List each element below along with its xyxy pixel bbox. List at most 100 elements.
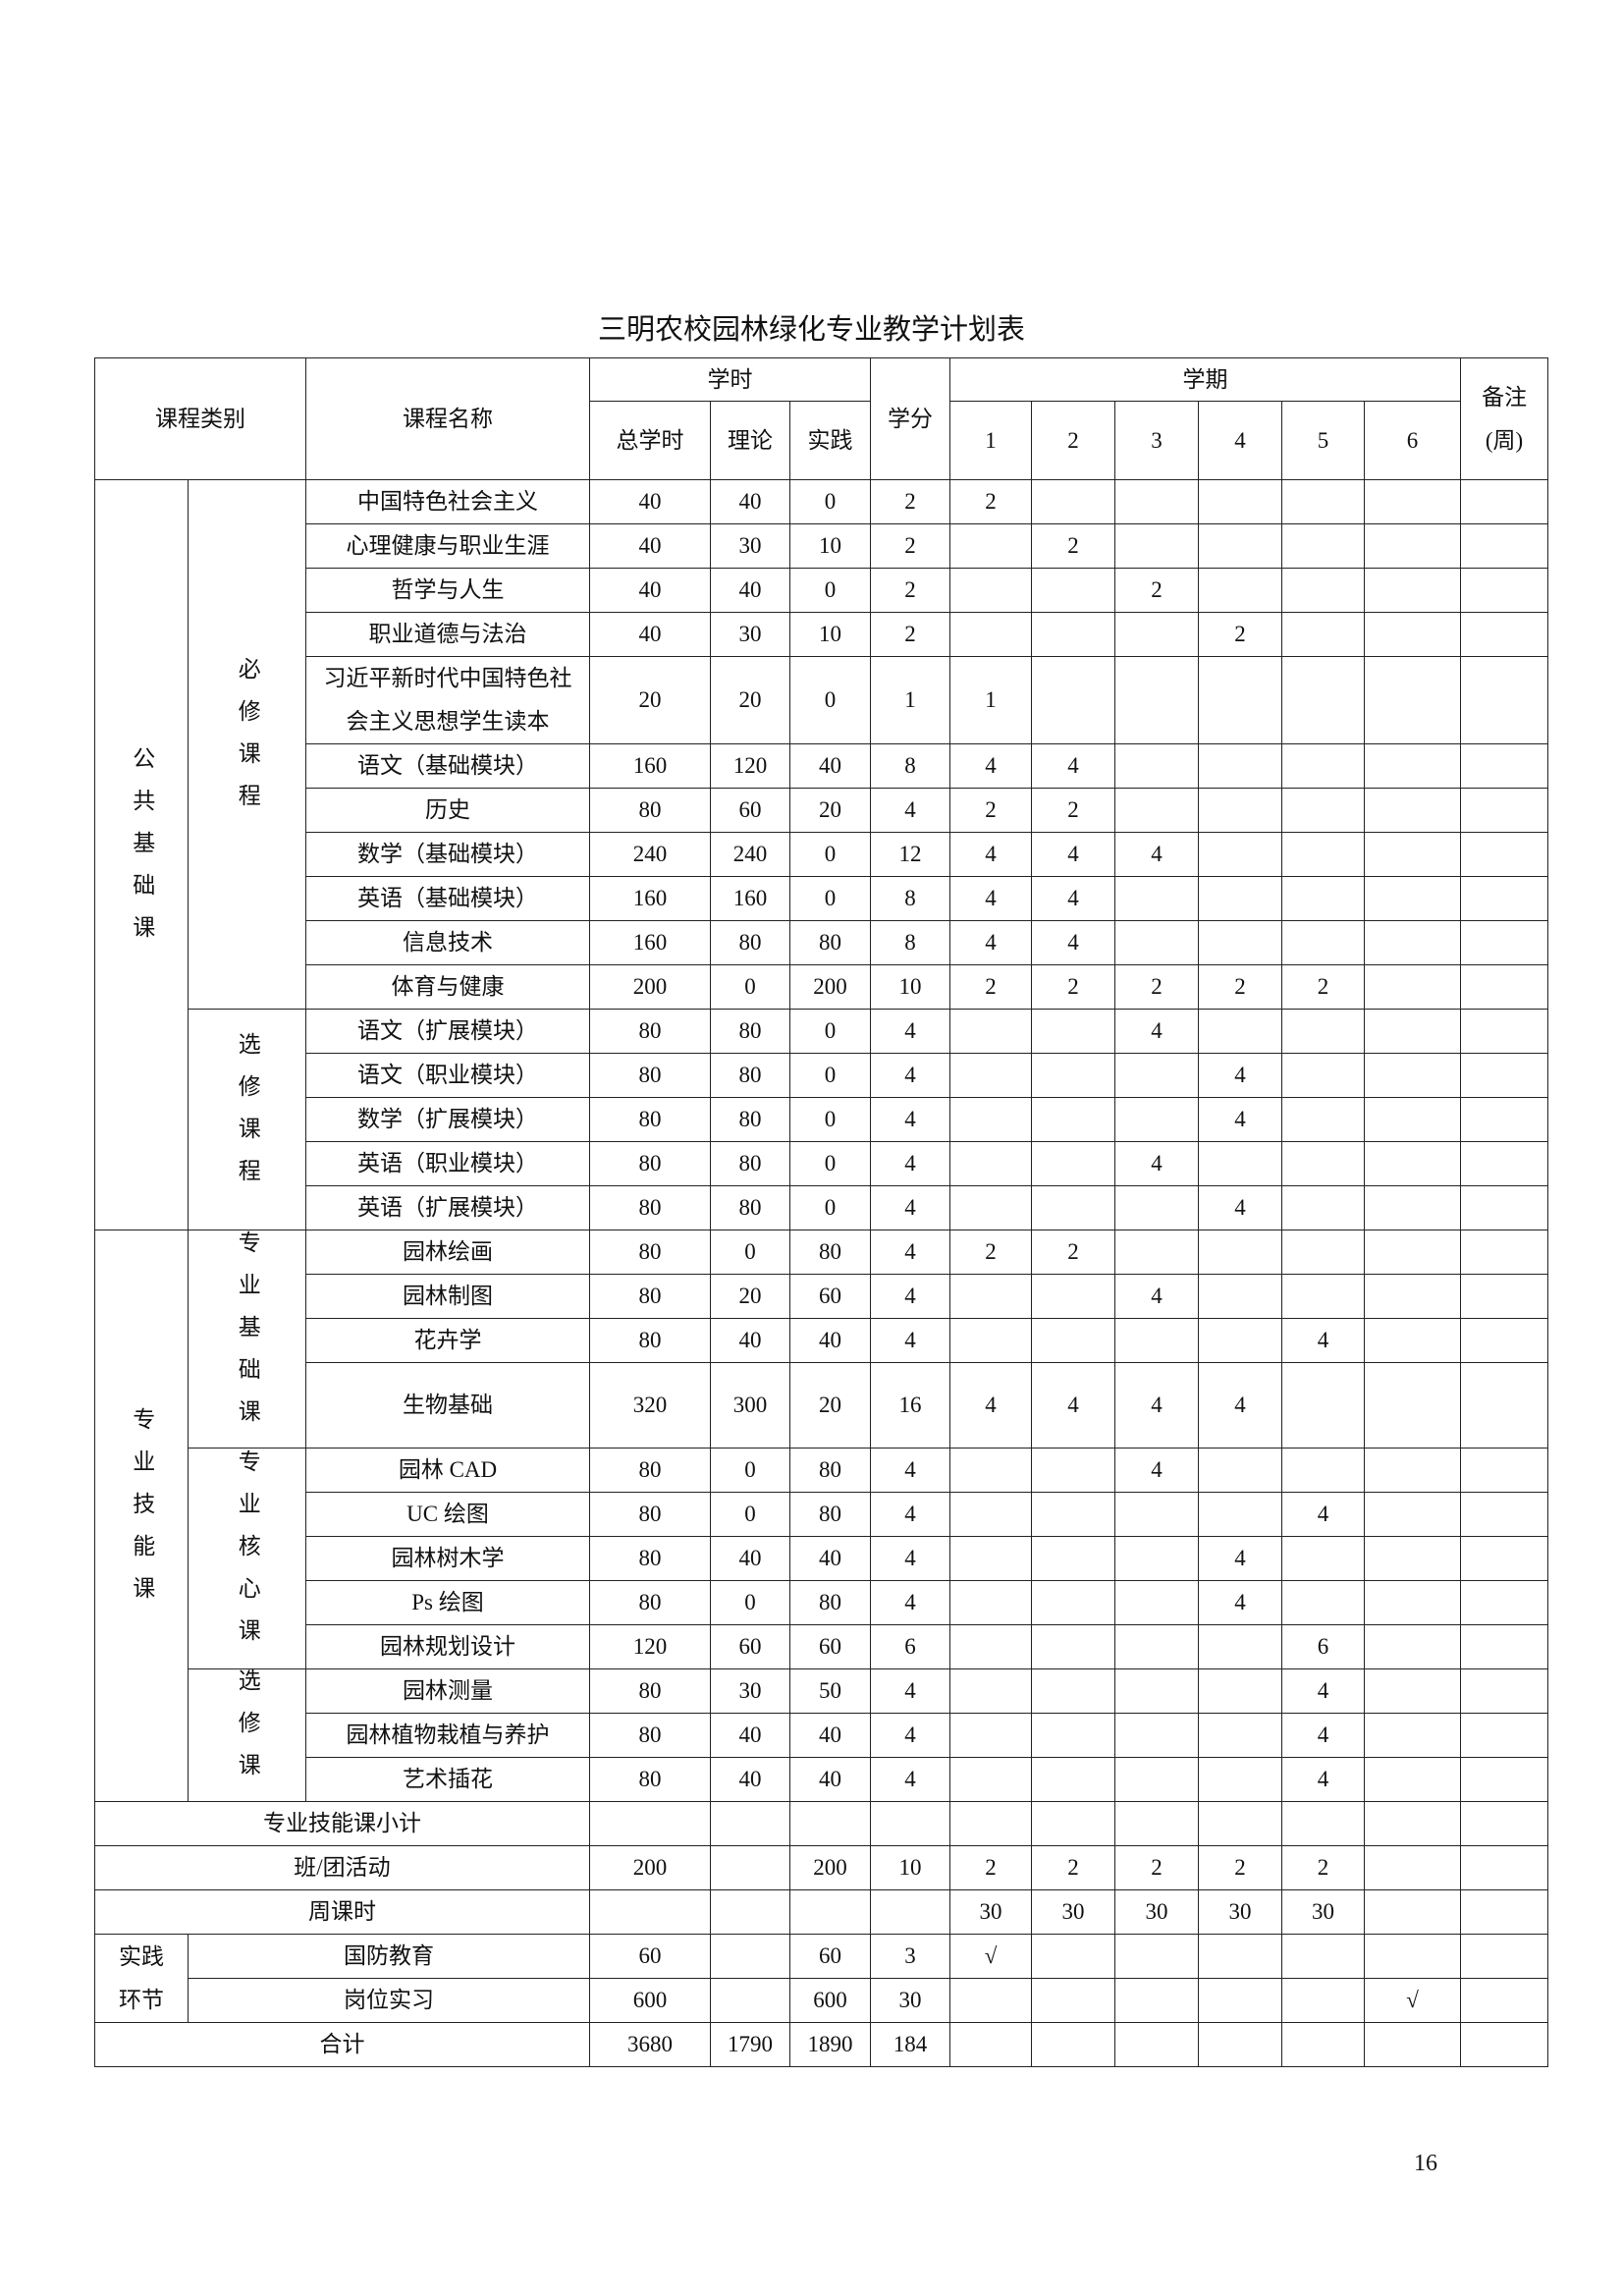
semester-6-hours <box>1364 1492 1462 1537</box>
theory-hours <box>710 1978 790 2023</box>
course-name: 语文（基础模块） <box>305 743 590 789</box>
semester-5-hours <box>1281 876 1366 921</box>
total-hours: 80 <box>589 1053 711 1098</box>
total-hours: 160 <box>589 876 711 921</box>
credits: 4 <box>870 1580 951 1625</box>
credits: 30 <box>870 1978 951 2023</box>
semester-2-hours: 4 <box>1031 1362 1116 1449</box>
table-row: 数学（扩展模块） 80 80 0 4 4 <box>95 1097 1549 1142</box>
credits: 10 <box>870 1845 951 1890</box>
semester-4-hours <box>1198 1230 1283 1275</box>
semester-2-hours <box>1031 1580 1116 1625</box>
semester-1-hours <box>949 612 1033 657</box>
semester-1-hours <box>949 1713 1033 1758</box>
table-row: 园林制图 80 20 60 4 4 <box>95 1274 1549 1319</box>
semester-6-hours <box>1364 612 1462 657</box>
semester-5-hours <box>1281 523 1366 569</box>
table-row: 语文（基础模块） 160 120 40 8 4 4 <box>95 743 1549 789</box>
semester-3-hours <box>1114 1318 1200 1363</box>
semester-1-hours <box>949 1448 1033 1493</box>
semester-1-hours <box>949 1757 1033 1802</box>
semester-5-hours <box>1281 1141 1366 1186</box>
course-name: 心理健康与职业生涯 <box>305 523 590 569</box>
note <box>1460 1230 1549 1275</box>
semester-2-hours <box>1031 568 1116 613</box>
theory-hours: 300 <box>710 1362 790 1449</box>
section-label-text: 公共基础课 <box>129 745 154 957</box>
semester-6-hours <box>1364 743 1462 789</box>
credits: 4 <box>870 788 951 833</box>
total-hours: 80 <box>589 1141 711 1186</box>
table-row: 信息技术 160 80 80 8 4 4 <box>95 920 1549 965</box>
course-name-text: 习近平新时代中国特色社会主义思想学生读本 <box>323 666 572 734</box>
practice-hours: 60 <box>788 1934 872 1979</box>
practice-hours: 0 <box>788 832 872 877</box>
practice-row: 实践环节 国防教育 60 60 3 √ <box>94 1934 1549 2023</box>
header-semester-3: 3 <box>1114 401 1200 480</box>
semester-2-hours <box>1031 612 1116 657</box>
semester-1-hours <box>949 1318 1033 1363</box>
semester-6-hours <box>1364 1362 1462 1449</box>
note <box>1460 1757 1549 1802</box>
semester-5-hours <box>1281 1362 1366 1449</box>
semester-6-hours <box>1364 876 1462 921</box>
total-hours: 80 <box>589 1448 711 1493</box>
practice-hours <box>788 1889 872 1935</box>
semester-6-hours <box>1364 1318 1462 1363</box>
practice-hours <box>788 1801 872 1846</box>
note <box>1460 1141 1549 1186</box>
semester-5-hours <box>1281 656 1366 744</box>
course-name: 园林制图 <box>305 1274 590 1319</box>
group-label-text: 选修课 <box>235 1668 260 1796</box>
semester-5-hours <box>1281 612 1366 657</box>
table-row: 专业技能课 专业基础课 园林绘画 80 0 80 4 2 2 <box>94 1230 1549 1802</box>
credits: 4 <box>870 1318 951 1363</box>
table-row: 公共基础课 必修课程 中国特色社会主义 40 40 0 2 2 <box>94 479 1549 1230</box>
semester-6-hours <box>1364 1934 1462 1979</box>
practice-hours: 80 <box>788 1230 872 1275</box>
header-hours: 学时 <box>588 357 872 402</box>
header-credits: 学分 <box>870 357 951 480</box>
credits: 8 <box>870 743 951 789</box>
group-label: 专业核心课 <box>188 1448 306 1669</box>
theory-hours <box>710 1934 790 1979</box>
practice-hours: 50 <box>788 1668 872 1714</box>
table-row: 习近平新时代中国特色社会主义思想学生读本 20 20 0 1 1 <box>95 656 1549 744</box>
semester-1-hours <box>949 1141 1033 1186</box>
practice-hours: 40 <box>788 1536 872 1581</box>
credits <box>870 1801 951 1846</box>
theory-hours: 80 <box>710 1185 790 1230</box>
table-row: 花卉学 80 40 40 4 4 <box>95 1318 1549 1363</box>
note <box>1460 1053 1549 1098</box>
section-label: 专业技能课 <box>94 1230 189 1802</box>
semester-5-hours <box>1281 1230 1366 1275</box>
note <box>1460 1318 1549 1363</box>
total-hours: 40 <box>589 568 711 613</box>
course-name: 专业技能课小计 <box>94 1801 590 1846</box>
semester-3-hours <box>1114 876 1200 921</box>
course-name: 英语（扩展模块） <box>305 1185 590 1230</box>
practice-hours: 200 <box>788 1845 872 1890</box>
semester-6-hours <box>1364 1889 1462 1935</box>
semester-2-hours: 4 <box>1031 920 1116 965</box>
practice-hours: 80 <box>788 920 872 965</box>
table-row: 园林树木学 80 40 40 4 4 <box>95 1536 1549 1581</box>
course-name: 哲学与人生 <box>305 568 590 613</box>
total-hours <box>589 1801 711 1846</box>
semester-1-hours <box>949 1978 1033 2023</box>
semester-6-hours <box>1364 1536 1462 1581</box>
credits: 4 <box>870 1274 951 1319</box>
table-row: 英语（职业模块） 80 80 0 4 4 <box>95 1141 1549 1186</box>
semester-6-hours <box>1364 1185 1462 1230</box>
semester-1-hours: 2 <box>949 1845 1033 1890</box>
semester-6-hours <box>1364 2022 1462 2067</box>
group-label: 专业基础课 <box>188 1230 306 1449</box>
credits: 184 <box>870 2022 951 2067</box>
summary-row: 周课时 30 30 30 30 30 <box>94 1889 1549 1935</box>
group-label-text: 必修课程 <box>235 656 260 826</box>
note <box>1460 523 1549 569</box>
semester-2-hours: 4 <box>1031 832 1116 877</box>
theory-hours: 30 <box>710 1668 790 1714</box>
semester-2-hours: 2 <box>1031 1845 1116 1890</box>
semester-1-hours <box>949 568 1033 613</box>
